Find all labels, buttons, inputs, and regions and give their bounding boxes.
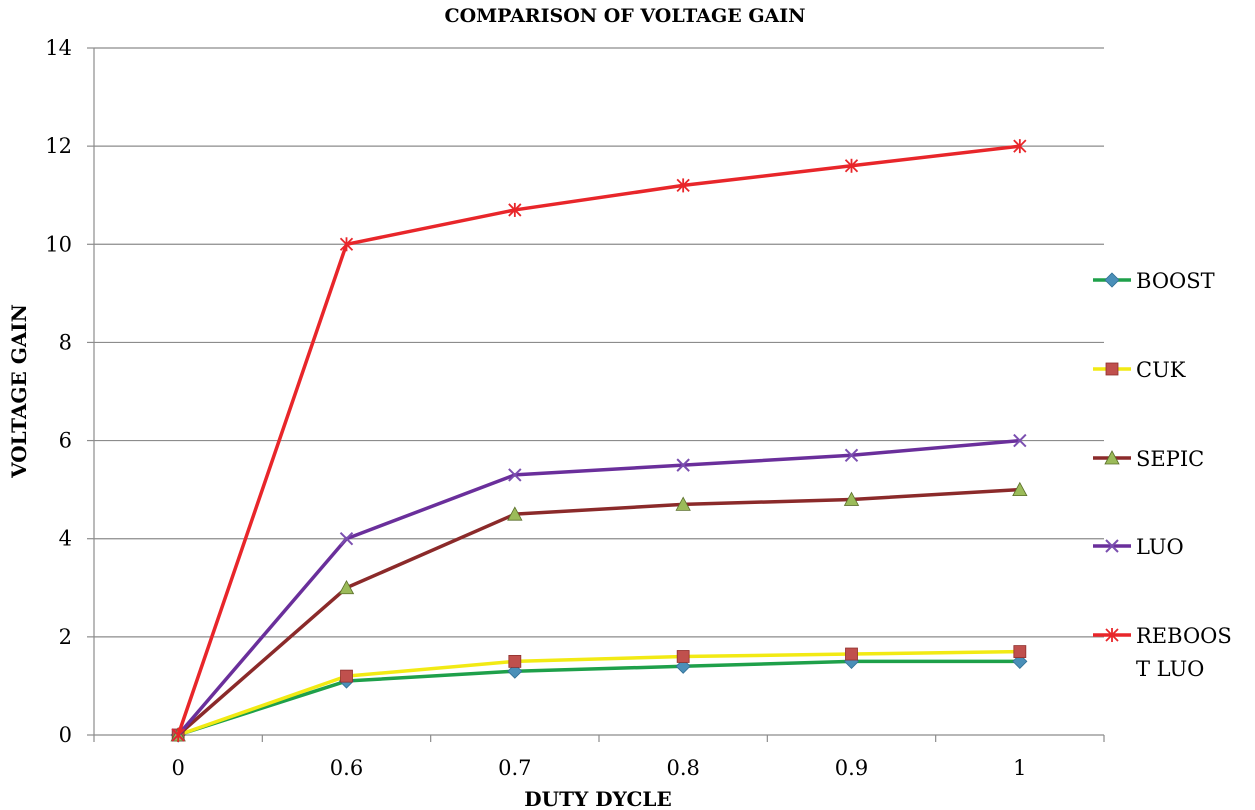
point-reboost-luo-1 bbox=[1013, 139, 1027, 154]
point-sepic-0.6 bbox=[338, 579, 355, 595]
x-tick-label-1: 1 bbox=[1013, 756, 1026, 780]
point-luo-1 bbox=[1013, 433, 1027, 448]
point-luo-0.7-stroke-b bbox=[508, 468, 522, 482]
gridlines bbox=[94, 47, 1104, 638]
legend: BOOST CUK SEPIC LUO REBOOS T LUO bbox=[1093, 269, 1232, 681]
point-reboost-luo-0 bbox=[171, 728, 185, 742]
point-reboost-luo-0.9 bbox=[844, 158, 859, 173]
y-tick-label-2: 2 bbox=[59, 625, 72, 649]
legend-item-luo: LUO bbox=[1093, 535, 1184, 559]
series-sepic bbox=[170, 481, 1028, 742]
series-line-luo bbox=[176, 438, 1020, 737]
point-reboost-luo-0.6 bbox=[339, 237, 354, 252]
point-luo-0.6-stroke-b bbox=[339, 532, 354, 546]
legend-marker-cuk bbox=[1105, 362, 1119, 376]
y-tick-label-12: 12 bbox=[45, 134, 72, 158]
series-reboost-luo bbox=[171, 139, 1027, 742]
legend-item-boost: BOOST bbox=[1093, 269, 1215, 293]
x-tick-label-0.7: 0.7 bbox=[498, 756, 531, 780]
y-tick-label-4: 4 bbox=[59, 527, 72, 551]
point-cuk-0.8 bbox=[676, 650, 690, 663]
legend-label-luo: LUO bbox=[1136, 535, 1184, 559]
series-line-sepic bbox=[177, 487, 1020, 737]
point-cuk-0.7 bbox=[508, 654, 522, 668]
point-luo-0.9-stroke-b bbox=[844, 448, 859, 462]
point-luo-0.7 bbox=[508, 468, 522, 482]
legend-item-reboost-luo: REBOOS T LUO bbox=[1093, 624, 1232, 681]
point-reboost-luo-0.7 bbox=[508, 202, 522, 217]
point-sepic-1 bbox=[1012, 481, 1028, 497]
point-luo-1-stroke-b bbox=[1013, 433, 1027, 448]
series-cuk bbox=[171, 645, 1027, 742]
legend-label-cuk: CUK bbox=[1136, 358, 1186, 382]
point-luo-0.9 bbox=[844, 448, 859, 462]
series-line-cuk bbox=[177, 649, 1020, 737]
x-tick-label-0.8: 0.8 bbox=[666, 756, 699, 780]
series-boost bbox=[170, 653, 1028, 743]
series-line-boost bbox=[177, 659, 1020, 737]
legend-marker-reboost-luo bbox=[1105, 628, 1119, 642]
point-sepic-0.7 bbox=[507, 506, 523, 521]
legend-item-sepic: SEPIC bbox=[1093, 447, 1204, 471]
y-tick-label-14: 14 bbox=[45, 36, 72, 60]
legend-marker-luo-stroke-b bbox=[1105, 539, 1119, 553]
point-cuk-0.9 bbox=[845, 647, 858, 661]
legend-label-boost: BOOST bbox=[1136, 269, 1215, 293]
legend-label-sepic: SEPIC bbox=[1136, 447, 1204, 471]
x-tick-label-0: 0 bbox=[171, 756, 184, 780]
point-cuk-1 bbox=[1013, 645, 1027, 658]
point-luo-0.6 bbox=[339, 532, 354, 546]
y-tick-label-10: 10 bbox=[45, 232, 72, 256]
x-tick-labels: 0 0.6 0.7 0.8 0.9 1 bbox=[171, 756, 1026, 780]
y-tick-label-0: 0 bbox=[59, 723, 72, 747]
series-line-reboost-luo bbox=[176, 144, 1021, 736]
x-tick-label-0.9: 0.9 bbox=[835, 756, 868, 780]
legend-marker-sepic bbox=[1104, 450, 1120, 465]
y-tick-labels: 0 2 4 6 8 10 12 14 bbox=[45, 36, 72, 747]
legend-marker-luo bbox=[1105, 539, 1119, 553]
legend-label-reboost-luo: REBOOS bbox=[1136, 624, 1232, 648]
point-reboost-luo-0.8 bbox=[676, 178, 690, 193]
y-tick-label-8: 8 bbox=[59, 330, 72, 354]
point-sepic-0.9 bbox=[843, 491, 860, 506]
point-luo-0.8-stroke-b bbox=[676, 458, 690, 472]
y-tick-label-6: 6 bbox=[59, 429, 72, 453]
x-tick-label-0.6: 0.6 bbox=[330, 756, 363, 780]
point-cuk-0.6 bbox=[340, 669, 353, 683]
y-axis-label: VOLTAGE GAIN bbox=[7, 304, 31, 479]
legend-item-cuk: CUK bbox=[1093, 358, 1186, 382]
x-axis-label: DUTY DYCLE bbox=[524, 787, 671, 810]
legend-label-reboost-luo-line2: T LUO bbox=[1136, 657, 1204, 681]
series-group bbox=[170, 139, 1028, 743]
axes bbox=[87, 47, 1105, 742]
point-luo-0.8 bbox=[676, 458, 690, 472]
point-sepic-0.8 bbox=[675, 496, 691, 511]
legend-marker-boost bbox=[1104, 272, 1120, 288]
chart-title: COMPARISON OF VOLTAGE GAIN bbox=[444, 5, 805, 27]
